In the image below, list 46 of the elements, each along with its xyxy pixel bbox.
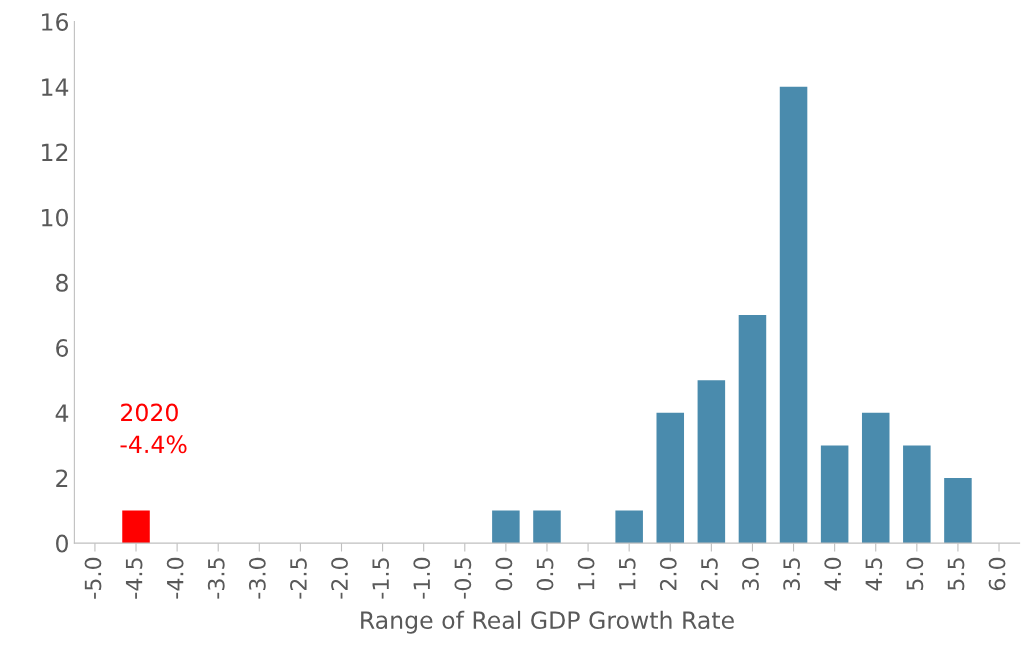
x-tick-label: -0.5 (454, 558, 472, 599)
bar (656, 412, 685, 544)
bar (944, 477, 972, 544)
y-tick-label: 16 (42, 13, 69, 31)
x-tick-label: 1.0 (577, 557, 595, 590)
y-tick-label: 2 (56, 469, 68, 487)
x-tick-label: 4.5 (865, 558, 883, 591)
x-tick-label: -5.0 (84, 557, 102, 599)
bar (779, 86, 808, 544)
x-tick-label: 2.5 (700, 558, 718, 591)
y-tick-label: 12 (42, 143, 68, 161)
x-tick-label: -4.0 (166, 557, 184, 599)
y-tick-label: 8 (56, 273, 68, 292)
x-tick-label: 3.5 (783, 558, 800, 591)
x-tick-label: 5.0 (906, 557, 924, 590)
bar (697, 380, 726, 544)
y-tick-label: 6 (56, 339, 69, 357)
x-tick-label: 6.0 (988, 557, 1006, 591)
x-tick-label: 0.0 (495, 557, 513, 591)
x-tick-label: -1.5 (372, 558, 390, 599)
x-axis-title: Range of Real GDP Growth Rate (361, 610, 734, 634)
x-tick-label: -2.5 (290, 558, 307, 599)
x-tick-label: -2.0 (331, 557, 348, 599)
x-tick-label: 0.5 (536, 558, 554, 591)
x-tick-label: 3.0 (742, 557, 759, 591)
x-tick-label: -3.5 (207, 558, 225, 599)
bar (820, 445, 849, 544)
y-tick-label: 14 (42, 78, 69, 96)
x-tick-label: -3.0 (248, 557, 266, 599)
bar (533, 510, 561, 544)
x-tick-label: -4.5 (125, 558, 143, 599)
y-tick-label: 0 (56, 534, 68, 553)
x-tick-label: 1.5 (619, 558, 636, 590)
y-tick-label: 4 (55, 404, 69, 422)
x-tick-label: 5.5 (947, 558, 965, 590)
annotation: 2020 -4.4% (120, 403, 187, 454)
bar (903, 445, 931, 544)
bar (122, 510, 150, 544)
bar (615, 510, 643, 544)
bar (738, 315, 767, 544)
x-tick-label: 2.0 (659, 557, 677, 591)
bar (861, 412, 890, 544)
bar (492, 510, 520, 544)
y-tick-label: 10 (42, 208, 68, 227)
x-tick-label: -1.0 (413, 557, 431, 599)
x-tick-label: 4.0 (824, 557, 842, 591)
